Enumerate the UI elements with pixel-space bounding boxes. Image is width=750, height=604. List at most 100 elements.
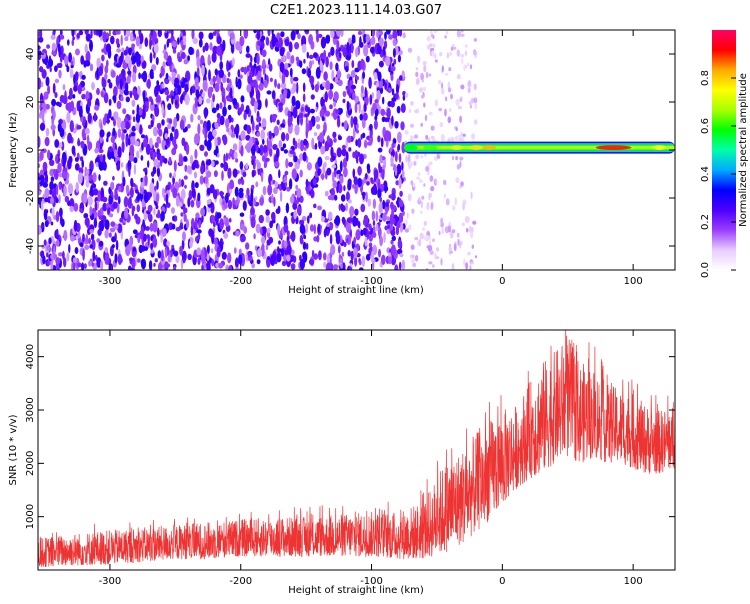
noise-cell xyxy=(154,106,160,117)
noise-cell xyxy=(268,130,272,140)
noise-cell xyxy=(364,87,368,99)
noise-cell xyxy=(219,218,225,230)
noise-cell xyxy=(74,157,79,162)
noise-cell xyxy=(434,252,437,260)
noise-cell xyxy=(450,46,454,51)
noise-cell xyxy=(419,87,424,93)
noise-cell xyxy=(125,135,129,148)
noise-cell xyxy=(430,185,435,192)
noise-cell xyxy=(216,245,221,258)
noise-cell xyxy=(415,154,420,160)
noise-cell xyxy=(309,212,313,219)
noise-cell xyxy=(381,254,386,265)
noise-cell xyxy=(356,129,359,134)
noise-cell xyxy=(180,51,186,60)
noise-cell xyxy=(245,134,251,141)
noise-cell xyxy=(289,150,295,155)
noise-cell xyxy=(429,175,434,182)
noise-cell xyxy=(426,204,430,210)
noise-cell xyxy=(100,91,104,98)
noise-cell xyxy=(318,250,322,261)
noise-cell xyxy=(172,47,177,54)
noise-cell xyxy=(227,71,231,78)
noise-cell xyxy=(214,137,218,148)
y-tick-label: 3000 xyxy=(25,397,36,422)
noise-cell xyxy=(370,46,375,54)
noise-cell xyxy=(232,168,238,178)
noise-cell xyxy=(185,143,190,155)
noise-cell xyxy=(38,163,41,169)
noise-cell xyxy=(309,108,315,114)
noise-cell xyxy=(190,86,193,96)
noise-cell xyxy=(283,223,289,233)
noise-cell xyxy=(58,102,62,108)
noise-cell xyxy=(40,250,45,258)
noise-cell xyxy=(195,89,200,98)
noise-cell xyxy=(439,122,444,128)
noise-cell xyxy=(377,188,382,199)
noise-cell xyxy=(57,162,62,174)
noise-cell xyxy=(205,160,212,166)
noise-cell xyxy=(456,163,461,170)
noise-cell xyxy=(155,57,159,65)
noise-cell xyxy=(262,185,267,196)
noise-cell xyxy=(59,215,63,226)
noise-cell xyxy=(456,232,460,238)
noise-cell xyxy=(313,224,316,235)
noise-cell xyxy=(258,122,262,127)
noise-cell xyxy=(290,55,295,64)
noise-cell xyxy=(278,240,281,245)
noise-cell xyxy=(311,249,315,258)
noise-cell xyxy=(52,82,56,94)
noise-cell xyxy=(328,221,334,231)
noise-cell xyxy=(188,189,193,201)
noise-cell xyxy=(38,136,41,148)
noise-cell xyxy=(292,202,298,210)
noise-cell xyxy=(369,123,373,131)
noise-cell xyxy=(399,30,403,37)
noise-cell xyxy=(372,198,376,209)
noise-cell xyxy=(112,141,115,152)
noise-cell xyxy=(364,236,368,247)
noise-cell xyxy=(197,192,201,202)
noise-cell xyxy=(381,116,386,123)
noise-cell xyxy=(179,119,185,130)
noise-cell xyxy=(390,229,396,236)
noise-cell xyxy=(93,112,97,122)
noise-cell xyxy=(360,85,364,94)
noise-cell xyxy=(375,210,379,222)
noise-cell xyxy=(246,124,252,135)
noise-cell xyxy=(110,70,116,78)
noise-cell xyxy=(440,258,443,266)
noise-cell xyxy=(255,140,260,146)
noise-cell xyxy=(218,262,224,269)
noise-cell xyxy=(294,124,300,136)
noise-cell xyxy=(399,213,403,222)
noise-cell xyxy=(341,148,347,157)
noise-cell xyxy=(54,65,58,72)
noise-cell xyxy=(201,92,206,98)
noise-cell xyxy=(408,160,413,168)
noise-cell xyxy=(285,158,289,169)
noise-cell xyxy=(45,76,50,87)
noise-cell xyxy=(113,149,118,158)
noise-cell xyxy=(261,243,265,250)
noise-cell xyxy=(70,60,74,66)
noise-cell xyxy=(290,75,294,85)
noise-cell xyxy=(234,257,239,269)
noise-cell xyxy=(429,250,434,256)
noise-cell xyxy=(133,163,137,175)
noise-cell xyxy=(98,161,104,171)
noise-cell xyxy=(296,114,300,126)
noise-cell xyxy=(428,111,433,116)
noise-cell xyxy=(177,37,180,45)
noise-cell xyxy=(358,101,361,114)
noise-cell xyxy=(214,160,219,165)
noise-cell xyxy=(378,222,381,227)
noise-cell xyxy=(66,111,71,124)
noise-cell xyxy=(39,150,44,161)
noise-cell xyxy=(329,104,333,110)
noise-cell xyxy=(299,60,303,68)
noise-cell xyxy=(206,139,212,152)
noise-cell xyxy=(72,94,76,99)
